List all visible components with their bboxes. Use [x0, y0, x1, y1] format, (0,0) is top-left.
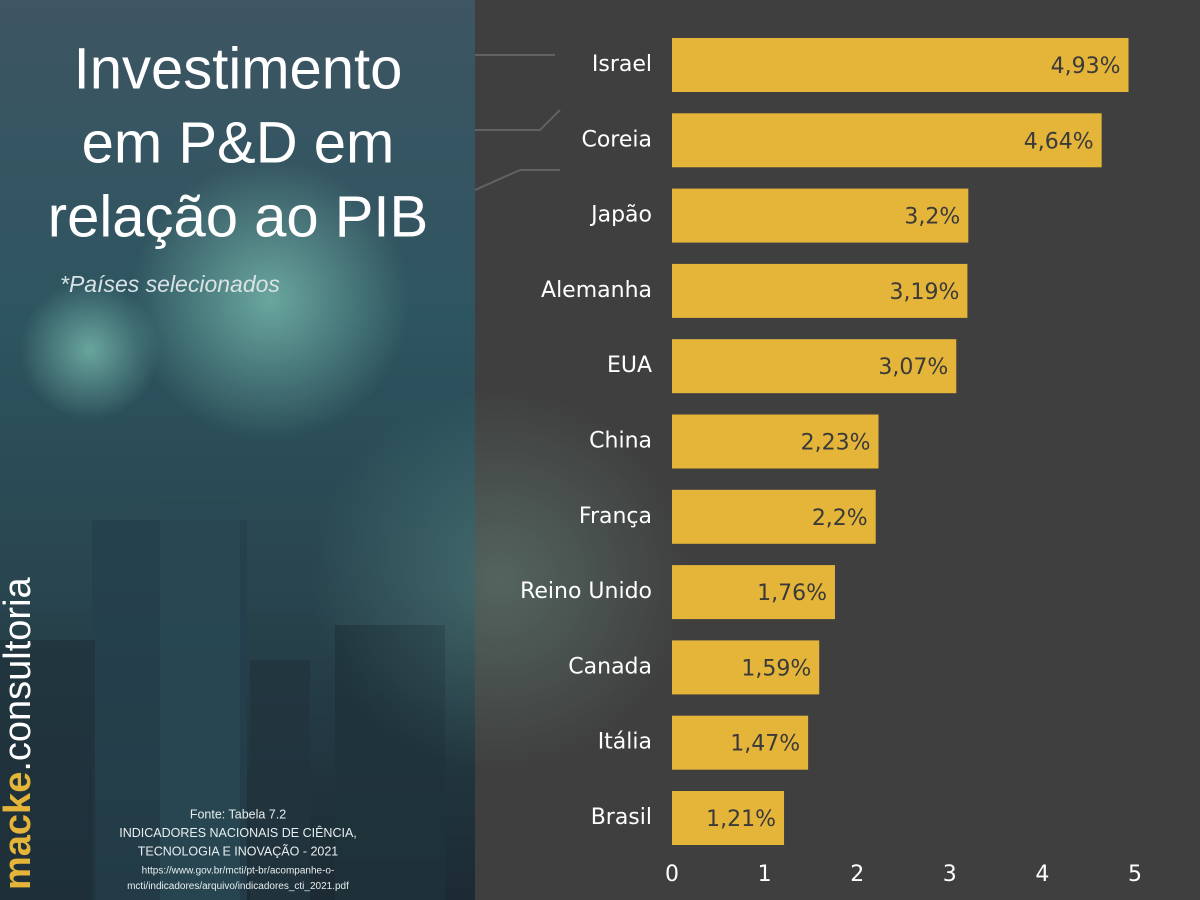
logo-brand: macke [0, 772, 39, 890]
x-tick-label: 4 [1035, 862, 1049, 887]
x-tick-label: 5 [1128, 862, 1142, 887]
logo: macke.consultoria [0, 576, 39, 890]
value-label: 3,2% [904, 205, 960, 230]
value-label: 1,59% [741, 656, 811, 681]
source-line: TECNOLOGIA E INOVAÇÃO - 2021 [138, 844, 339, 858]
bar [672, 38, 1129, 92]
x-tick-label: 3 [943, 862, 957, 887]
category-label: França [579, 504, 652, 529]
category-label: Alemanha [541, 278, 652, 303]
category-label: China [589, 429, 652, 454]
subtitle: *Países selecionados [60, 271, 280, 297]
category-label: Israel [592, 52, 652, 77]
value-label: 3,19% [890, 280, 960, 305]
title-line: relação ao PIB [48, 184, 428, 249]
value-label: 1,21% [706, 807, 776, 832]
bar [672, 715, 809, 770]
bar [672, 565, 835, 620]
source-line: https://www.gov.br/mcti/pt-br/acompanhe-… [142, 866, 335, 877]
bar [672, 188, 969, 243]
circuit-lines [474, 54, 561, 191]
x-tick-label: 1 [758, 862, 772, 887]
title-line: em P&D em [82, 110, 395, 175]
x-tick-label: 2 [850, 862, 864, 887]
category-label: Coreia [581, 127, 652, 152]
x-tick-label: 0 [665, 862, 679, 887]
value-label: 2,2% [812, 506, 868, 531]
source-line: INDICADORES NACIONAIS DE CIÊNCIA, [119, 825, 357, 840]
bar [672, 113, 1102, 168]
category-label: Reino Unido [520, 579, 652, 604]
bar [672, 489, 876, 544]
source-line: mcti/indicadores/arquivo/indicadores_cti… [127, 881, 349, 892]
source-line: Fonte: Tabela 7.2 [190, 807, 286, 821]
value-label: 4,64% [1024, 129, 1094, 154]
bar [672, 640, 820, 695]
logo-suffix: .consultoria [0, 576, 39, 771]
value-label: 2,23% [801, 431, 871, 456]
bar [672, 791, 785, 845]
value-label: 4,93% [1051, 54, 1121, 79]
value-label: 3,07% [878, 355, 948, 380]
bar [672, 414, 879, 469]
title-line: Investimento [74, 36, 403, 101]
category-label: Itália [598, 730, 652, 755]
value-label: 1,76% [757, 581, 827, 606]
background-image [0, 0, 690, 900]
category-label: Brasil [591, 805, 652, 830]
bar [672, 263, 968, 318]
bar [672, 339, 957, 394]
category-label: Japão [589, 203, 652, 228]
value-label: 1,47% [730, 732, 800, 757]
category-label: EUA [607, 353, 652, 378]
category-label: Canada [568, 654, 652, 679]
